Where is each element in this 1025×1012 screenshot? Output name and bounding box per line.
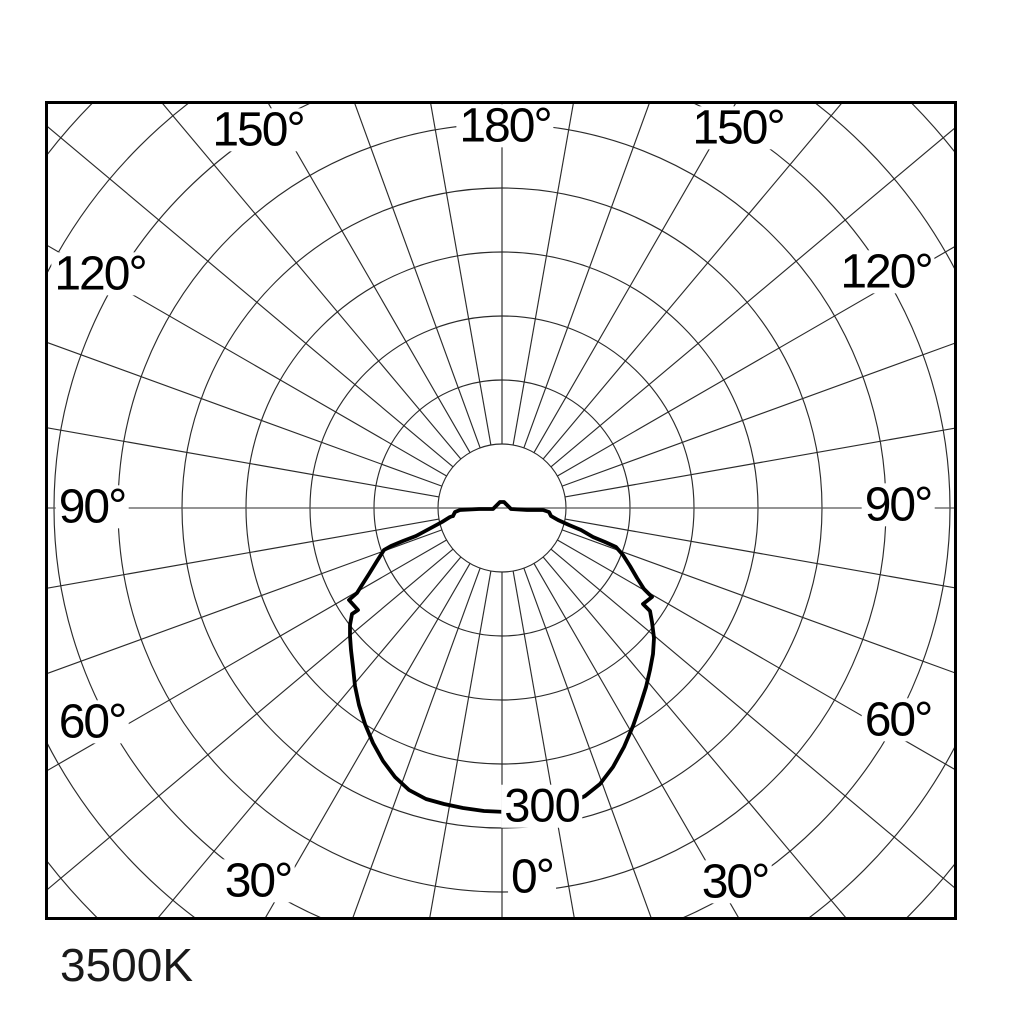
color-temperature-label: 3500K: [60, 939, 194, 991]
angle-label-120-left: 120°: [51, 250, 149, 298]
angle-label-60-left: 60°: [55, 698, 129, 746]
angle-label-150-left: 150°: [209, 106, 307, 154]
angle-label-30-left: 30°: [221, 857, 295, 905]
polar-grid-spoke: [523, 567, 653, 919]
polar-grid-spoke: [351, 567, 481, 919]
angle-label-60-right: 60°: [861, 696, 935, 744]
polar-grid-spoke: [46, 341, 443, 487]
polar-grid-spoke: [564, 518, 956, 589]
polar-grid-spoke: [512, 102, 575, 446]
polar-grid-spoke: [561, 529, 956, 674]
polar-grid-spoke: [542, 102, 844, 460]
polar-grid-spoke: [429, 102, 492, 446]
polar-grid-spoke: [46, 518, 440, 589]
polar-grid-spoke: [542, 556, 848, 919]
polar-grid-spoke: [512, 570, 575, 919]
angle-label-150-right: 150°: [689, 104, 787, 152]
polar-grid-spoke: [160, 102, 462, 460]
angle-label-180: 180°: [456, 102, 554, 150]
angle-label-0: 0°: [508, 853, 556, 901]
angle-label-90-left: 90°: [55, 483, 129, 531]
polar-grid-spoke: [429, 570, 492, 919]
polar-grid-spoke: [156, 556, 462, 919]
polar-grid-spoke: [550, 548, 956, 890]
polar-grid-spoke: [550, 126, 956, 468]
polar-grid-spoke: [46, 125, 454, 468]
polar-grid-spoke: [46, 548, 454, 891]
polar-grid-spoke: [46, 427, 440, 498]
luminous-intensity-curve: [347, 500, 656, 814]
angle-label-120-right: 120°: [837, 248, 935, 296]
polar-grid-spoke: [46, 529, 443, 675]
plot-border: [45, 101, 957, 920]
polar-grid-spoke: [523, 102, 651, 449]
polar-grid-spoke: [564, 427, 956, 498]
polar-grid-spoke: [561, 342, 956, 487]
polar-grid-spoke: [353, 102, 481, 449]
angle-label-30-right: 30°: [698, 858, 772, 906]
ring-value-label-300: 300: [501, 782, 583, 828]
angle-label-90-right: 90°: [861, 481, 935, 529]
